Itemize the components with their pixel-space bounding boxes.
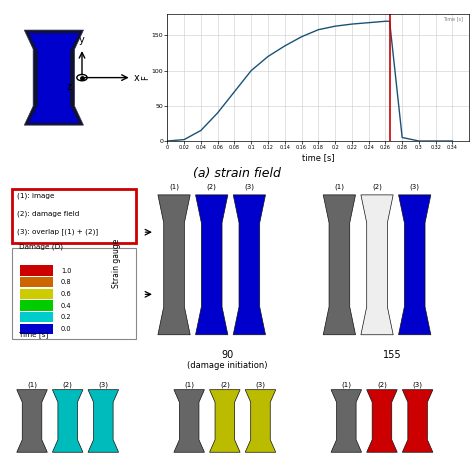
Text: Time [s]: Time [s] bbox=[18, 331, 48, 338]
Text: (1): (1) bbox=[27, 381, 37, 388]
Polygon shape bbox=[158, 195, 190, 335]
Polygon shape bbox=[331, 390, 362, 452]
Polygon shape bbox=[245, 390, 276, 452]
Text: y: y bbox=[79, 35, 85, 45]
Text: (2): (2) bbox=[372, 184, 382, 190]
Text: (3): (3) bbox=[412, 381, 423, 388]
Polygon shape bbox=[88, 390, 118, 452]
Text: (2): (2) bbox=[220, 381, 230, 388]
Text: (damage initiation): (damage initiation) bbox=[187, 361, 267, 370]
Text: 0.4: 0.4 bbox=[61, 302, 72, 309]
Text: (2): (2) bbox=[63, 381, 73, 388]
FancyBboxPatch shape bbox=[12, 189, 136, 243]
Text: (a) strain field: (a) strain field bbox=[193, 166, 281, 180]
Text: 1.0: 1.0 bbox=[61, 267, 72, 273]
Text: (3): overlap [(1) + (2)]: (3): overlap [(1) + (2)] bbox=[17, 228, 98, 235]
Text: 90: 90 bbox=[221, 350, 233, 360]
Text: 0.0: 0.0 bbox=[61, 326, 72, 332]
Text: Time [s]: Time [s] bbox=[443, 17, 463, 22]
Text: (1): (1) bbox=[184, 381, 194, 388]
Text: 0.8: 0.8 bbox=[61, 279, 72, 285]
Text: (3): (3) bbox=[245, 184, 255, 190]
Text: (2): (2) bbox=[207, 184, 217, 190]
Polygon shape bbox=[53, 390, 83, 452]
Polygon shape bbox=[196, 195, 228, 335]
Polygon shape bbox=[361, 195, 393, 335]
Polygon shape bbox=[17, 390, 47, 452]
Text: (3): (3) bbox=[410, 184, 419, 190]
FancyBboxPatch shape bbox=[20, 289, 54, 299]
Text: (3): (3) bbox=[98, 381, 109, 388]
FancyBboxPatch shape bbox=[12, 248, 136, 339]
Text: (2): damage field: (2): damage field bbox=[17, 210, 80, 217]
Polygon shape bbox=[402, 390, 433, 452]
Polygon shape bbox=[24, 30, 83, 125]
Text: Strain gauge: Strain gauge bbox=[112, 238, 121, 288]
Text: (1): (1) bbox=[334, 184, 345, 190]
Polygon shape bbox=[323, 195, 356, 335]
Text: (3): (3) bbox=[255, 381, 265, 388]
X-axis label: time [s]: time [s] bbox=[302, 153, 335, 162]
Polygon shape bbox=[210, 390, 240, 452]
Polygon shape bbox=[29, 33, 79, 123]
Polygon shape bbox=[174, 390, 204, 452]
Polygon shape bbox=[399, 195, 431, 335]
FancyBboxPatch shape bbox=[20, 324, 54, 334]
Polygon shape bbox=[233, 195, 265, 335]
Text: (2): (2) bbox=[377, 381, 387, 388]
Text: 0.2: 0.2 bbox=[61, 314, 72, 320]
Text: Damage (D): Damage (D) bbox=[18, 244, 63, 250]
Y-axis label: F: F bbox=[141, 75, 150, 80]
FancyBboxPatch shape bbox=[20, 312, 54, 322]
Text: z: z bbox=[67, 82, 72, 92]
FancyBboxPatch shape bbox=[20, 301, 54, 310]
FancyBboxPatch shape bbox=[20, 265, 54, 276]
Polygon shape bbox=[367, 390, 397, 452]
Text: (1): (1) bbox=[169, 184, 179, 190]
Text: (1): image: (1): image bbox=[17, 192, 55, 199]
Text: (1): (1) bbox=[341, 381, 351, 388]
FancyBboxPatch shape bbox=[20, 277, 54, 287]
Text: 155: 155 bbox=[383, 350, 402, 360]
Text: 0.6: 0.6 bbox=[61, 291, 72, 297]
Text: x: x bbox=[134, 73, 139, 82]
